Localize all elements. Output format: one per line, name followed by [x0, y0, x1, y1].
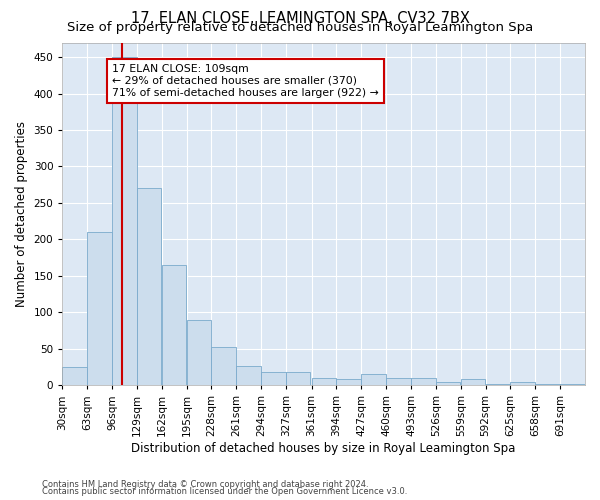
Y-axis label: Number of detached properties: Number of detached properties [15, 121, 28, 307]
Bar [535, 384, 560, 386]
Bar [436, 382, 460, 386]
X-axis label: Distribution of detached houses by size in Royal Leamington Spa: Distribution of detached houses by size … [131, 442, 516, 455]
Bar [511, 382, 535, 386]
Bar [87, 232, 112, 386]
Bar [411, 378, 436, 386]
Text: Size of property relative to detached houses in Royal Leamington Spa: Size of property relative to detached ho… [67, 22, 533, 35]
Bar [286, 372, 310, 386]
Text: 17 ELAN CLOSE: 109sqm
← 29% of detached houses are smaller (370)
71% of semi-det: 17 ELAN CLOSE: 109sqm ← 29% of detached … [112, 64, 379, 98]
Bar [337, 380, 361, 386]
Bar [485, 384, 510, 386]
Bar [137, 188, 161, 386]
Text: 17, ELAN CLOSE, LEAMINGTON SPA, CV32 7BX: 17, ELAN CLOSE, LEAMINGTON SPA, CV32 7BX [131, 11, 469, 26]
Bar [386, 378, 410, 386]
Bar [62, 367, 87, 386]
Bar [261, 372, 286, 386]
Text: Contains HM Land Registry data © Crown copyright and database right 2024.: Contains HM Land Registry data © Crown c… [42, 480, 368, 489]
Bar [211, 348, 236, 386]
Text: Contains public sector information licensed under the Open Government Licence v3: Contains public sector information licen… [42, 487, 407, 496]
Bar [162, 265, 186, 386]
Bar [361, 374, 386, 386]
Bar [236, 366, 261, 386]
Bar [560, 384, 584, 386]
Bar [311, 378, 336, 386]
Bar [187, 320, 211, 386]
Bar [112, 57, 137, 386]
Bar [461, 380, 485, 386]
